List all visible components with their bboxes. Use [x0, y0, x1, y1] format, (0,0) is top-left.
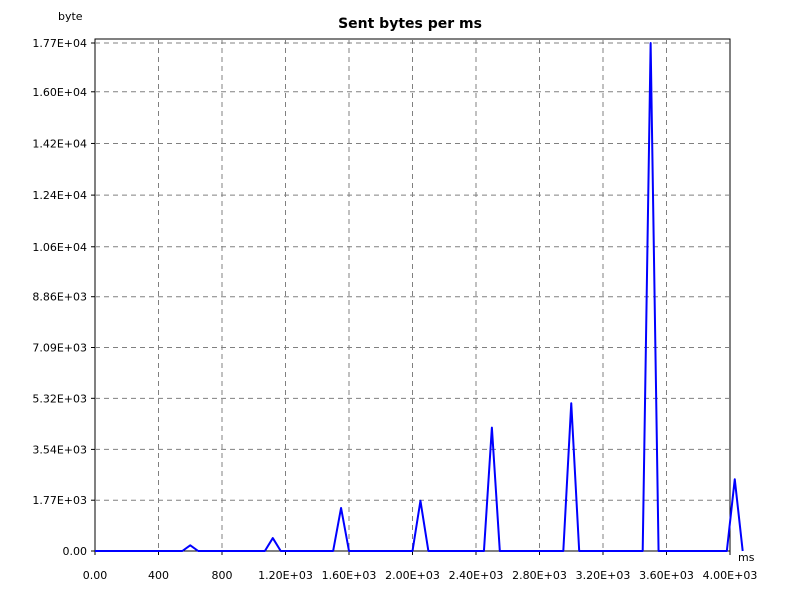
series-line: [95, 42, 744, 552]
x-tick-label: 800: [212, 569, 233, 582]
x-tick-label: 1.60E+03: [322, 569, 377, 582]
y-axis-unit-label: byte: [58, 10, 83, 23]
y-tick-label: 1.77E+04: [32, 37, 87, 50]
x-tick-label: 3.20E+03: [576, 569, 631, 582]
x-axis-unit-label: ms: [738, 551, 755, 564]
y-tick-label: 0.00: [63, 545, 88, 558]
x-tick-label: 1.20E+03: [258, 569, 313, 582]
chart-title: Sent bytes per ms: [338, 16, 482, 32]
x-tick-label: 400: [148, 569, 169, 582]
y-tick-label: 7.09E+03: [32, 342, 87, 355]
y-tick-label: 8.86E+03: [32, 291, 87, 304]
x-tick-label: 3.60E+03: [639, 569, 694, 582]
x-tick-label: 2.40E+03: [449, 569, 504, 582]
x-tick-label: 0.00: [83, 569, 108, 582]
y-tick-label: 3.54E+03: [32, 443, 87, 456]
grid-lines: [95, 39, 730, 551]
axis-ticks: 0.00 400 800 1.20E+03 1.60E+03 2.00E+03 2.40E+…: [32, 37, 757, 582]
x-tick-label: 2.00E+03: [385, 569, 440, 582]
series-layer: [95, 42, 744, 552]
y-tick-label: 1.60E+04: [32, 86, 87, 99]
x-tick-label: 4.00E+03: [703, 569, 758, 582]
y-tick-label: 5.32E+03: [32, 392, 87, 405]
y-tick-label: 1.24E+04: [32, 189, 87, 202]
y-tick-label: 1.42E+04: [32, 137, 87, 150]
y-tick-label: 1.77E+03: [32, 494, 87, 507]
y-tick-label: 1.06E+04: [32, 241, 87, 254]
x-tick-label: 2.80E+03: [512, 569, 567, 582]
